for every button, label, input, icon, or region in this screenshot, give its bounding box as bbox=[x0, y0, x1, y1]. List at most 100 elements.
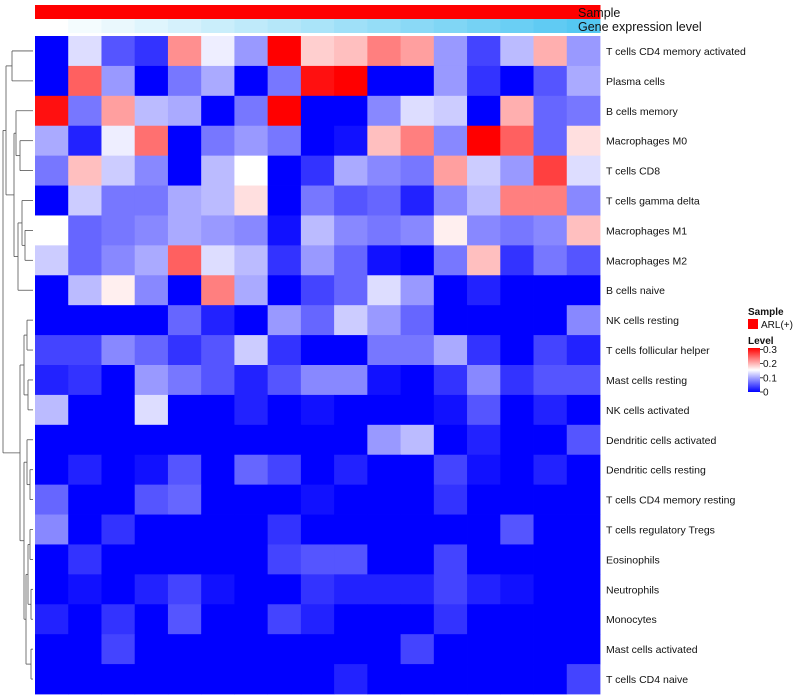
heatmap-cell bbox=[300, 185, 335, 216]
heatmap-cell bbox=[533, 634, 568, 665]
heatmap-cell bbox=[533, 335, 568, 366]
heatmap-cell bbox=[68, 36, 102, 67]
heatmap-cell bbox=[68, 664, 102, 695]
heatmap-cell bbox=[167, 155, 202, 186]
heatmap-cell bbox=[433, 155, 468, 186]
heatmap-cell bbox=[566, 275, 601, 306]
heatmap-cell bbox=[334, 664, 368, 695]
heatmap-cell bbox=[433, 394, 468, 426]
row-label: Dendritic cells resting bbox=[606, 465, 706, 477]
heatmap-cell bbox=[201, 215, 235, 246]
heatmap-cell bbox=[234, 484, 269, 515]
heatmap-cell bbox=[334, 604, 368, 635]
heatmap-cell bbox=[68, 634, 102, 665]
heatmap-cell bbox=[433, 335, 468, 366]
heatmap-cell bbox=[367, 305, 401, 336]
heatmap-cell bbox=[101, 664, 136, 695]
heatmap-cell bbox=[35, 454, 69, 486]
heatmap-cell bbox=[400, 125, 435, 157]
heatmap-cell bbox=[201, 484, 235, 515]
heatmap-cell bbox=[500, 125, 534, 157]
expression-annotation-cell bbox=[334, 19, 368, 33]
heatmap-cell bbox=[134, 484, 169, 515]
expression-annotation-cell bbox=[533, 19, 568, 33]
heatmap-cell bbox=[566, 574, 601, 605]
heatmap-cell bbox=[334, 484, 368, 515]
heatmap-cell bbox=[267, 335, 302, 366]
heatmap-cell bbox=[101, 424, 136, 456]
row-label: T cells regulatory Tregs bbox=[606, 525, 715, 537]
heatmap-cell bbox=[533, 275, 568, 306]
row-label: T cells CD4 naive bbox=[606, 674, 688, 686]
heatmap-cell bbox=[167, 424, 202, 456]
heatmap-cell bbox=[533, 514, 568, 545]
sample-annotation-cell bbox=[500, 5, 535, 19]
heatmap-cell bbox=[267, 394, 302, 426]
heatmap-cell bbox=[566, 484, 601, 515]
heatmap-cell bbox=[367, 335, 401, 366]
heatmap-cell bbox=[334, 65, 368, 97]
expression-annotation-cell bbox=[433, 19, 468, 33]
heatmap-cell bbox=[367, 36, 401, 67]
heatmap-cell bbox=[68, 125, 102, 157]
heatmap-cell bbox=[68, 454, 102, 486]
heatmap-cell bbox=[35, 484, 69, 515]
heatmap-cell bbox=[533, 95, 568, 127]
heatmap-cell bbox=[500, 394, 534, 426]
heatmap-cell bbox=[400, 245, 435, 276]
heatmap-cell bbox=[68, 155, 102, 186]
heatmap-cell bbox=[267, 664, 302, 695]
heatmap-cell bbox=[367, 65, 401, 97]
row-label: T cells follicular helper bbox=[606, 345, 710, 357]
heatmap-cell bbox=[334, 245, 368, 276]
heatmap-cell bbox=[400, 335, 435, 366]
heatmap-cell bbox=[101, 634, 136, 665]
heatmap-cell bbox=[433, 36, 468, 67]
heatmap-cell bbox=[68, 365, 102, 396]
heatmap-cell bbox=[533, 574, 568, 605]
heatmap-cell bbox=[101, 36, 136, 67]
heatmap-cell bbox=[300, 245, 335, 276]
heatmap-cell bbox=[367, 424, 401, 456]
sample-annotation-cell bbox=[400, 5, 435, 19]
heatmap-cell bbox=[234, 664, 269, 695]
heatmap-cell bbox=[201, 95, 235, 127]
heatmap-cell bbox=[234, 424, 269, 456]
heatmap-cell bbox=[334, 365, 368, 396]
heatmap-cell bbox=[400, 65, 435, 97]
heatmap-cell bbox=[267, 95, 302, 127]
heatmap-cell bbox=[467, 544, 501, 575]
heatmap-cell bbox=[433, 305, 468, 336]
heatmap-cell bbox=[400, 544, 435, 575]
heatmap-cell bbox=[300, 275, 335, 306]
heatmap-cell bbox=[300, 394, 335, 426]
sample-annotation-cell bbox=[367, 5, 402, 19]
sample-annotation-cell bbox=[68, 5, 102, 19]
heatmap-cell bbox=[134, 424, 169, 456]
heatmap-cell bbox=[134, 544, 169, 575]
heatmap-cell bbox=[134, 215, 169, 246]
heatmap-cell bbox=[201, 125, 235, 157]
heatmap-cell bbox=[234, 454, 269, 486]
heatmap-cell bbox=[400, 365, 435, 396]
heatmap-cell bbox=[201, 305, 235, 336]
heatmap-cell bbox=[167, 454, 202, 486]
heatmap-cell bbox=[134, 335, 169, 366]
heatmap-cell bbox=[467, 65, 501, 97]
heatmap-cell bbox=[400, 424, 435, 456]
heatmap-cell bbox=[467, 394, 501, 426]
heatmap-cell bbox=[267, 305, 302, 336]
heatmap-cell bbox=[101, 215, 136, 246]
heatmap-cell bbox=[267, 275, 302, 306]
heatmap-cell bbox=[400, 514, 435, 545]
heatmap-cell bbox=[267, 604, 302, 635]
heatmap-cell bbox=[134, 305, 169, 336]
heatmap-cell bbox=[566, 664, 601, 695]
heatmap-cell bbox=[201, 604, 235, 635]
expression-annotation-cell bbox=[500, 19, 535, 33]
heatmap-cell bbox=[167, 36, 202, 67]
heatmap-cell bbox=[566, 185, 601, 216]
heatmap-cell bbox=[467, 155, 501, 186]
heatmap-cell bbox=[566, 454, 601, 486]
